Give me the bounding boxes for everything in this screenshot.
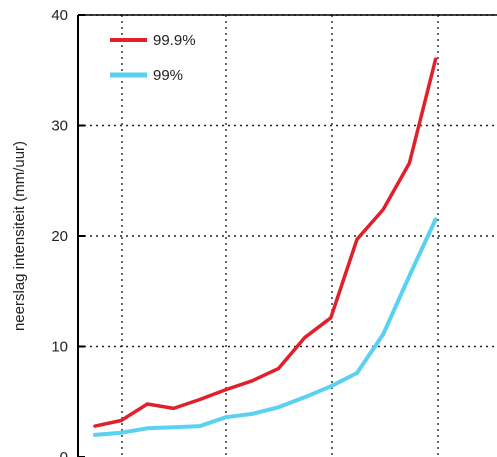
y-axis-label: neerslag intensiteit (mm/uur) bbox=[11, 141, 28, 331]
legend-label-series-2: 99% bbox=[153, 67, 183, 84]
series-group bbox=[93, 57, 438, 437]
y-tick-label: 10 bbox=[51, 339, 68, 356]
y-tick-label: 40 bbox=[51, 7, 68, 24]
axes bbox=[77, 14, 497, 457]
y-tick-label: 20 bbox=[51, 228, 68, 245]
series-line-1 bbox=[93, 57, 438, 428]
y-ticks: 0 10 20 30 40 bbox=[51, 7, 85, 457]
series-line-2 bbox=[93, 217, 438, 437]
y-tick-label: 30 bbox=[51, 118, 68, 135]
y-tick-label: 0 bbox=[60, 449, 68, 457]
legend: 99.9% 99% bbox=[110, 32, 196, 84]
legend-label-series-1: 99.9% bbox=[153, 32, 196, 49]
grid bbox=[78, 14, 497, 457]
